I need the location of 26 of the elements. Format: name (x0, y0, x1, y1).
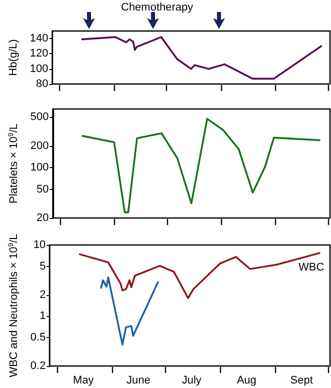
line-series (82, 118, 320, 214)
y-tick-label: 80 (36, 78, 48, 90)
x-tick-label: Sept (290, 374, 313, 386)
y-tick-label: 5 (40, 260, 46, 272)
y-tick-label: 50 (36, 183, 49, 196)
y-tick-label: 100 (30, 162, 49, 174)
x-tick-label: Aug (236, 374, 256, 386)
y-tick-label: 500 (30, 111, 49, 124)
y-tick-label: 1 (40, 310, 46, 322)
y-tick-label: 140 (30, 32, 48, 45)
line-series (81, 36, 322, 80)
x-tick-label: May (73, 374, 94, 386)
y-tick-label: 0.2 (30, 360, 46, 372)
series-label: WBC (298, 262, 324, 274)
chart-title: Chemotherapy (121, 2, 194, 14)
y-tick-label: 200 (30, 140, 49, 152)
y-tick-label: 20 (36, 212, 49, 224)
x-tick-label: July (182, 374, 202, 386)
y-tick-label: 0.5 (30, 332, 46, 344)
x-tick-label: June (126, 374, 150, 386)
y-tick-label: 120 (30, 48, 48, 60)
y-tick-label: 100 (30, 62, 48, 75)
y-tick-label: 2 (40, 288, 46, 301)
y-axis-title: Hb(g/L) (8, 39, 20, 76)
line-series (100, 276, 159, 346)
y-tick-label: 10 (33, 239, 46, 251)
